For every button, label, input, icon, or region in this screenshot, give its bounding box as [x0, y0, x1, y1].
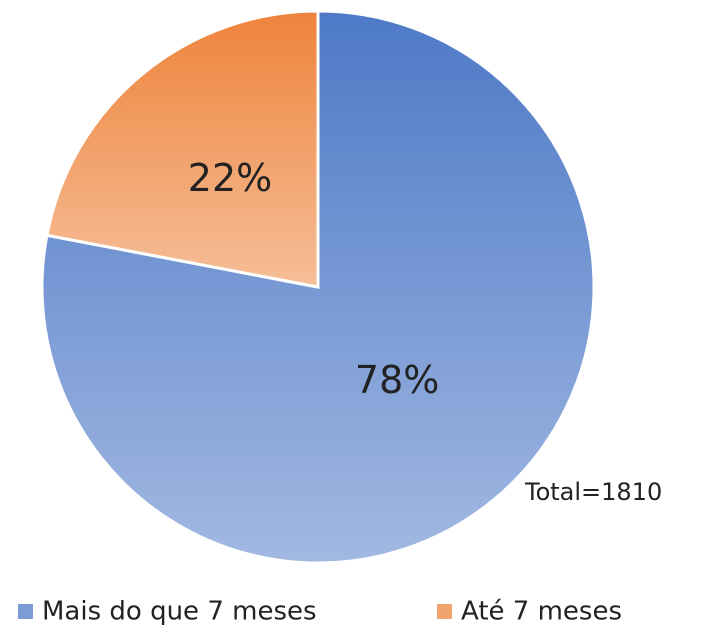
pie-slice — [40, 9, 596, 565]
legend-swatch — [18, 604, 33, 619]
pie-slice — [45, 9, 320, 289]
legend-swatch — [437, 604, 452, 619]
value-label: 78% — [355, 358, 439, 402]
annotation: Total=1810 — [524, 478, 662, 506]
legend-label: Até 7 meses — [461, 597, 622, 627]
value-label: 22% — [188, 156, 272, 200]
legend-label: Mais do que 7 meses — [42, 597, 317, 627]
